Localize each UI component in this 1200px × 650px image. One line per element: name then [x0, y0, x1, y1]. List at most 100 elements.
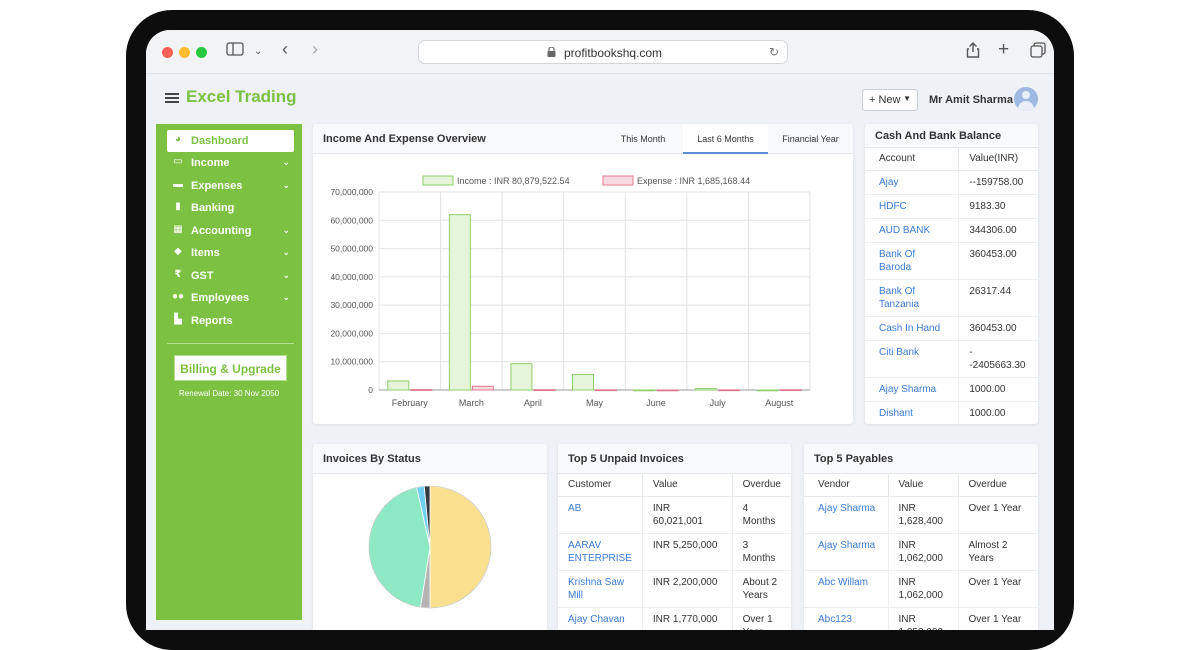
sidebar-item-label: Employees: [191, 292, 250, 304]
new-button-label: + New: [869, 94, 901, 106]
address-bar[interactable]: profitbookshq.com ↻: [418, 40, 788, 64]
y-tick-label: 70,000,000: [330, 187, 373, 197]
bar-expense[interactable]: [471, 385, 494, 391]
legend-swatch: [602, 175, 634, 186]
cash-bank-row-account[interactable]: Dishant: [865, 401, 960, 424]
avatar[interactable]: [1014, 87, 1038, 111]
chevron-down-icon: ⌄: [282, 225, 290, 235]
cash-bank-row-value: 344306.00: [958, 218, 1038, 243]
new-button[interactable]: + New ▼: [862, 89, 918, 111]
payable-row-vendor[interactable]: Ajay Sharma: [804, 533, 889, 571]
brand-title[interactable]: Excel Trading: [186, 87, 297, 106]
bar-income[interactable]: [448, 214, 471, 391]
cash-bank-row-account[interactable]: HDFC: [865, 194, 960, 219]
pie-slice[interactable]: [429, 485, 492, 609]
cash-bank-row-account[interactable]: AUD BANK: [865, 218, 960, 243]
sidebar-item-income[interactable]: ▭ Income ⌄: [167, 152, 294, 174]
sidebar-toggle-icon[interactable]: [226, 42, 244, 62]
tab-last-6-months[interactable]: Last 6 Months: [683, 124, 768, 154]
payable-row-overdue: Over 1 Year: [958, 607, 1038, 630]
back-arrow-icon[interactable]: ‹: [282, 39, 288, 59]
sidebar-item-items[interactable]: ◆ Items ⌄: [167, 242, 294, 264]
column-header: Value: [888, 474, 959, 497]
x-tick-label: February: [392, 398, 429, 408]
card-title: Income And Expense Overview: [323, 133, 486, 145]
legend-item[interactable]: Expense : INR 1,685,168.44: [602, 175, 750, 186]
legend-item[interactable]: Income : INR 80,879,522.54: [422, 175, 570, 186]
tab-this-month[interactable]: This Month: [620, 134, 666, 144]
cash-bank-row-value: 360453.00: [958, 242, 1038, 280]
sidebar-item-expenses[interactable]: ▬ Expenses ⌄: [167, 175, 294, 197]
cash-bank-row-account[interactable]: Ajay: [865, 170, 960, 195]
y-tick-label: 10,000,000: [330, 357, 373, 367]
cash-bank-row-account[interactable]: Citi Bank: [865, 340, 960, 378]
share-icon[interactable]: [966, 42, 980, 64]
sidebar-item-reports[interactable]: ▙ Reports: [167, 310, 294, 332]
bar-income[interactable]: [572, 373, 594, 391]
user-name[interactable]: Mr Amit Sharma: [929, 94, 1013, 106]
unpaid-invoice-row-overdue: 3 Months: [732, 533, 791, 571]
bar-expense[interactable]: [595, 389, 617, 392]
bar-expense[interactable]: [656, 389, 679, 392]
tab-financial-year[interactable]: Financial Year: [782, 134, 839, 144]
bar-income[interactable]: [633, 389, 656, 392]
payable-row-vendor[interactable]: Abc Willam: [804, 570, 889, 608]
cash-bank-row-account[interactable]: Bank Of Baroda: [865, 242, 960, 280]
payable-row-vendor[interactable]: Abc123: [804, 607, 889, 630]
cash-bank-row: Ajay Sharma 1000.00: [865, 377, 1038, 402]
close-window-button[interactable]: [162, 47, 173, 58]
bar-income[interactable]: [756, 389, 779, 392]
unpaid-invoice-row-value: INR 60,021,001: [642, 496, 733, 534]
caret-down-icon: ▼: [903, 94, 911, 103]
sidebar-item-accounting[interactable]: ▦ Accounting ⌄: [167, 220, 294, 242]
column-header: Overdue: [732, 474, 791, 497]
bar-income[interactable]: [387, 380, 410, 391]
cash-bank-row: Bank Of Baroda 360453.00: [865, 242, 1038, 280]
cash-bank-row-value: 9183.30: [958, 194, 1038, 219]
chevron-down-icon: ⌄: [282, 270, 290, 280]
reload-icon[interactable]: ↻: [768, 45, 779, 59]
bar-expense[interactable]: [718, 389, 741, 392]
unpaid-invoice-row-customer[interactable]: AB: [558, 496, 643, 534]
bar-expense[interactable]: [779, 389, 802, 392]
x-tick-label: April: [524, 398, 542, 408]
sidebar-item-employees[interactable]: ●● Employees ⌄: [167, 287, 294, 309]
menu-icon[interactable]: [165, 93, 179, 103]
bar-income[interactable]: [510, 363, 533, 391]
cash-bank-row: Dishant 1000.00: [865, 401, 1038, 424]
cash-bank-row-account[interactable]: Bank Of Tanzania: [865, 279, 960, 317]
sidebar-item-label: Accounting: [191, 225, 252, 237]
chevron-down-icon[interactable]: ⌄: [254, 46, 263, 57]
unpaid-invoice-row-value: INR 2,200,000: [642, 570, 733, 608]
new-tab-icon[interactable]: +: [998, 39, 1010, 60]
unpaid-invoice-row-customer[interactable]: AARAV ENTERPRISE: [558, 533, 643, 571]
maximize-window-button[interactable]: [196, 47, 207, 58]
bar-income[interactable]: [695, 388, 718, 391]
column-header: Vendor: [804, 474, 889, 497]
x-tick-label: June: [646, 398, 666, 408]
sidebar: ◕ Dashboard ▭ Income ⌄ ▬ Expenses ⌄ ▮ Ba…: [156, 124, 302, 620]
cash-bank-row-account[interactable]: Ajay Sharma: [865, 377, 960, 402]
card-title: Cash And Bank Balance: [875, 130, 1002, 142]
sidebar-item-gst[interactable]: ₹ GST ⌄: [167, 265, 294, 287]
tab-overview-icon[interactable]: [1030, 42, 1046, 64]
bar-expense[interactable]: [410, 389, 433, 391]
payable-row-vendor[interactable]: Ajay Sharma: [804, 496, 889, 534]
legend-swatch: [422, 175, 454, 186]
unpaid-invoice-row-customer[interactable]: Ajay Chavan: [558, 607, 643, 630]
y-tick-label: 30,000,000: [330, 300, 373, 310]
bar-expense[interactable]: [533, 389, 556, 392]
sidebar-item-dashboard[interactable]: ◕ Dashboard: [167, 130, 294, 152]
unpaid-invoice-row-value: INR 1,770,000: [642, 607, 733, 630]
cash-bank-row-account[interactable]: Cash In Hand: [865, 316, 960, 341]
minimize-window-button[interactable]: [179, 47, 190, 58]
sidebar-item-banking[interactable]: ▮ Banking: [167, 197, 294, 219]
cash-bank-row: Citi Bank --2405663.30: [865, 340, 1038, 378]
payable-row-overdue: Almost 2 Years: [958, 533, 1038, 571]
pie-chart-icon: ◕: [174, 134, 182, 145]
forward-arrow-icon[interactable]: ›: [312, 39, 318, 59]
unpaid-invoice-row-customer[interactable]: Krishna Saw Mill: [558, 570, 643, 608]
billing-upgrade-button[interactable]: Billing & Upgrade: [174, 355, 287, 381]
